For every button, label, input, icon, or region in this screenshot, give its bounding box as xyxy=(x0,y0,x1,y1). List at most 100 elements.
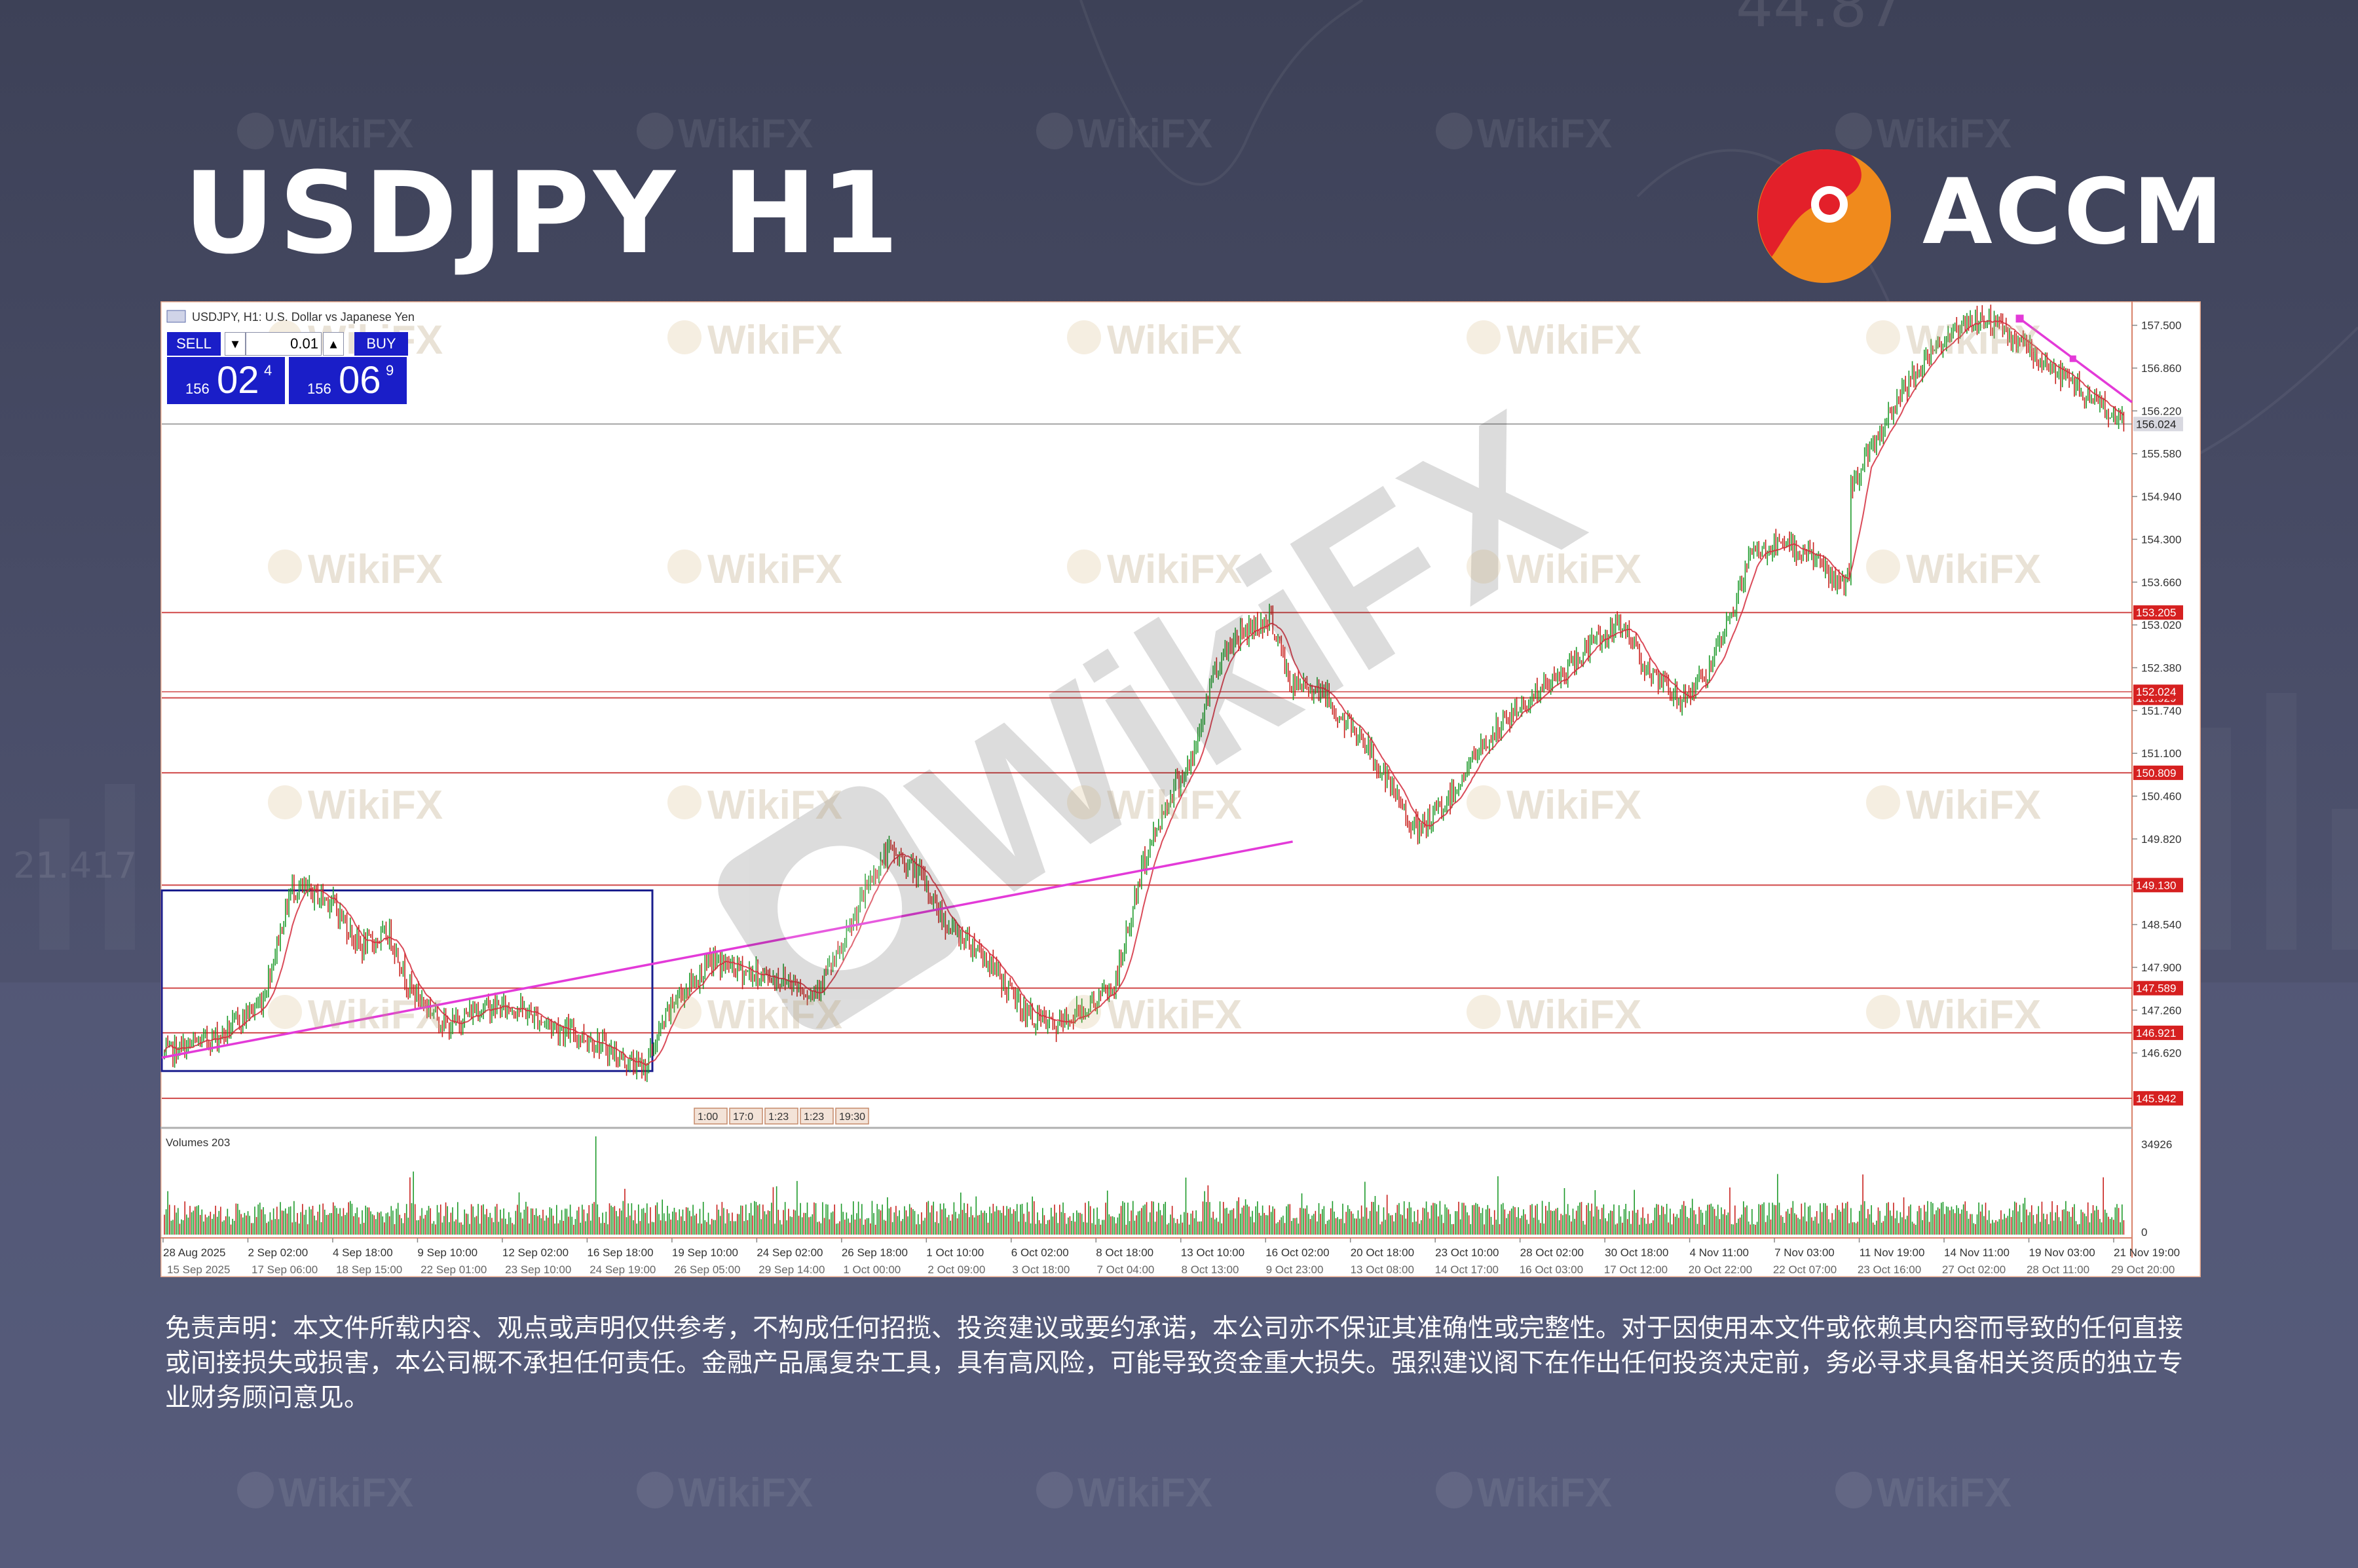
page-title: USDJPY H1 xyxy=(183,147,903,279)
x-tick-label: 11 Nov 19:00 xyxy=(1860,1246,1925,1259)
x-tick-label: 2 Sep 02:00 xyxy=(248,1246,308,1259)
watermark-text: WikiFX xyxy=(1077,111,1212,157)
watermark-text: WikiFX xyxy=(308,547,443,592)
volumes-caption: Volumes 203 xyxy=(166,1136,230,1149)
watermark-icon xyxy=(268,550,302,584)
accm-logo xyxy=(1757,149,1891,283)
watermark-icon xyxy=(667,320,702,354)
watermark-text: WikiFX xyxy=(1506,783,1641,828)
x-tick-label: 14 Nov 11:00 xyxy=(1944,1246,2010,1259)
watermark-icon xyxy=(1467,785,1501,819)
watermark-text: WikiFX xyxy=(678,1470,813,1516)
big-watermark-icon-inner xyxy=(777,846,903,971)
watermark-text: WikiFX xyxy=(707,318,842,363)
price-chart[interactable]: 157.500 156.860 156.220 155.580 154.940 154.3… xyxy=(160,301,2201,1277)
x-tick-label-secondary: 15 Sep 2025 xyxy=(167,1263,230,1276)
watermark-icon xyxy=(667,550,702,584)
y-tick-label: 155.580 xyxy=(2141,448,2181,460)
time-marker-box xyxy=(729,1108,763,1125)
logo-center-inner xyxy=(1819,194,1840,215)
time-marker-box xyxy=(694,1108,728,1125)
x-tick-label: 20 Oct 18:00 xyxy=(1351,1246,1414,1259)
level-price-label: 147.589 xyxy=(2136,982,2176,995)
x-tick-label-secondary: 20 Oct 22:00 xyxy=(1689,1263,1752,1276)
x-tick-label-secondary: 16 Oct 03:00 xyxy=(1520,1263,1583,1276)
y-tick-label: 147.260 xyxy=(2141,1004,2181,1017)
bg-deco-number: 21.417 xyxy=(13,845,137,886)
x-tick-label-secondary: 29 Oct 20:00 xyxy=(2111,1263,2175,1276)
logo-swirl-red xyxy=(1757,149,1862,257)
x-tick-label: 12 Sep 02:00 xyxy=(502,1246,569,1259)
time-marker-box xyxy=(835,1108,869,1125)
y-tick-label: 154.300 xyxy=(2141,533,2181,546)
chart-symbol-caption: USDJPY, H1: U.S. Dollar vs Japanese Yen xyxy=(192,310,415,324)
watermark-text: WikiFX xyxy=(1077,1470,1212,1516)
x-tick-label: 9 Sep 10:00 xyxy=(417,1246,477,1259)
x-tick-label-secondary: 9 Oct 23:00 xyxy=(1266,1263,1324,1276)
lot-decrease-button[interactable]: ▾ xyxy=(225,332,246,356)
y-tick-label: 156.220 xyxy=(2141,405,2181,417)
watermark-icon xyxy=(268,995,302,1029)
sell-button[interactable]: SELL xyxy=(167,332,221,356)
watermark-text: WikiFX xyxy=(278,111,413,157)
sell-price[interactable]: 156 02 4 xyxy=(167,357,285,404)
time-marker-label: 1:00 xyxy=(698,1111,718,1123)
ascending-trendline xyxy=(161,840,1293,1059)
watermark-text: WikiFX xyxy=(1906,783,2041,828)
watermark-icon xyxy=(1866,550,1900,584)
sell-price-big: 02 xyxy=(217,359,259,401)
y-tick-label: 147.900 xyxy=(2141,961,2181,974)
x-tick-label-secondary: 3 Oct 18:00 xyxy=(1012,1263,1070,1276)
lot-increase-button[interactable]: ▴ xyxy=(323,332,344,356)
buy-button[interactable]: BUY xyxy=(354,332,408,356)
y-tick-label: 151.100 xyxy=(2141,747,2181,760)
watermark-icon xyxy=(1067,785,1101,819)
buy-price-prefix: 156 xyxy=(307,381,331,397)
trendline-anchor xyxy=(2069,355,2076,362)
buy-price[interactable]: 156 06 9 xyxy=(289,357,407,404)
watermark-icon xyxy=(1067,320,1101,354)
watermark-icon xyxy=(637,1472,673,1508)
x-tick-label-secondary: 22 Oct 07:00 xyxy=(1773,1263,1837,1276)
y-tick-label: 153.020 xyxy=(2141,619,2181,631)
time-marker-label: 17:0 xyxy=(733,1111,753,1123)
watermark-icon xyxy=(1866,320,1900,354)
time-marker-label: 19:30 xyxy=(839,1111,865,1123)
watermark-text: WikiFX xyxy=(1107,783,1242,828)
y-tick-label: 152.380 xyxy=(2141,662,2181,674)
x-tick-label: 23 Oct 10:00 xyxy=(1435,1246,1499,1259)
y-tick-label: 157.500 xyxy=(2141,320,2181,332)
y-tick-label: 148.540 xyxy=(2141,919,2181,931)
x-tick-label-secondary: 1 Oct 00:00 xyxy=(843,1263,901,1276)
watermark-icon xyxy=(1467,550,1501,584)
buy-price-big: 06 xyxy=(339,359,381,401)
x-tick-label-secondary: 8 Oct 13:00 xyxy=(1182,1263,1239,1276)
chart-window-icon xyxy=(166,310,186,323)
bg-deco-curve xyxy=(1079,0,1364,186)
x-tick-label: 6 Oct 02:00 xyxy=(1011,1246,1069,1259)
volume-tick-top: 34926 xyxy=(2141,1138,2172,1151)
level-price-tag xyxy=(2133,980,2183,996)
x-tick-label-secondary: 26 Sep 05:00 xyxy=(674,1263,740,1276)
level-price-label: 146.921 xyxy=(2136,1027,2176,1039)
level-price-label: 150.809 xyxy=(2136,767,2176,779)
watermark-text: WikiFX xyxy=(1906,547,2041,592)
x-tick-label: 24 Sep 02:00 xyxy=(757,1246,823,1259)
bg-deco-bar xyxy=(2332,809,2358,950)
watermark-text: WikiFX xyxy=(1877,111,2012,157)
x-tick-label: 21 Nov 19:00 xyxy=(2114,1246,2180,1259)
disclaimer-text: 免责声明：本文件所载内容、观点或声明仅供参考，不构成任何招揽、投资建议或要约承诺… xyxy=(165,1314,2184,1413)
level-price-label: 152.024 xyxy=(2136,686,2176,698)
buy-price-fraction: 9 xyxy=(386,362,394,379)
x-tick-label-secondary: 17 Oct 12:00 xyxy=(1604,1263,1668,1276)
watermark-icon xyxy=(237,1472,274,1508)
lot-size-input[interactable]: 0.01 xyxy=(246,332,322,356)
watermark-text: WikiFX xyxy=(1506,318,1641,363)
y-tick-label: 154.940 xyxy=(2141,491,2181,503)
watermark-icon xyxy=(1866,995,1900,1029)
x-tick-label-secondary: 28 Oct 11:00 xyxy=(2027,1263,2089,1276)
x-tick-label: 19 Nov 03:00 xyxy=(2029,1246,2095,1259)
watermark-text: WikiFX xyxy=(278,1470,413,1516)
x-tick-label-secondary: 23 Sep 10:00 xyxy=(505,1263,571,1276)
one-click-trading-panel: SELL ▾ 0.01 ▴ BUY 156 02 4 156 06 9 xyxy=(167,332,408,404)
